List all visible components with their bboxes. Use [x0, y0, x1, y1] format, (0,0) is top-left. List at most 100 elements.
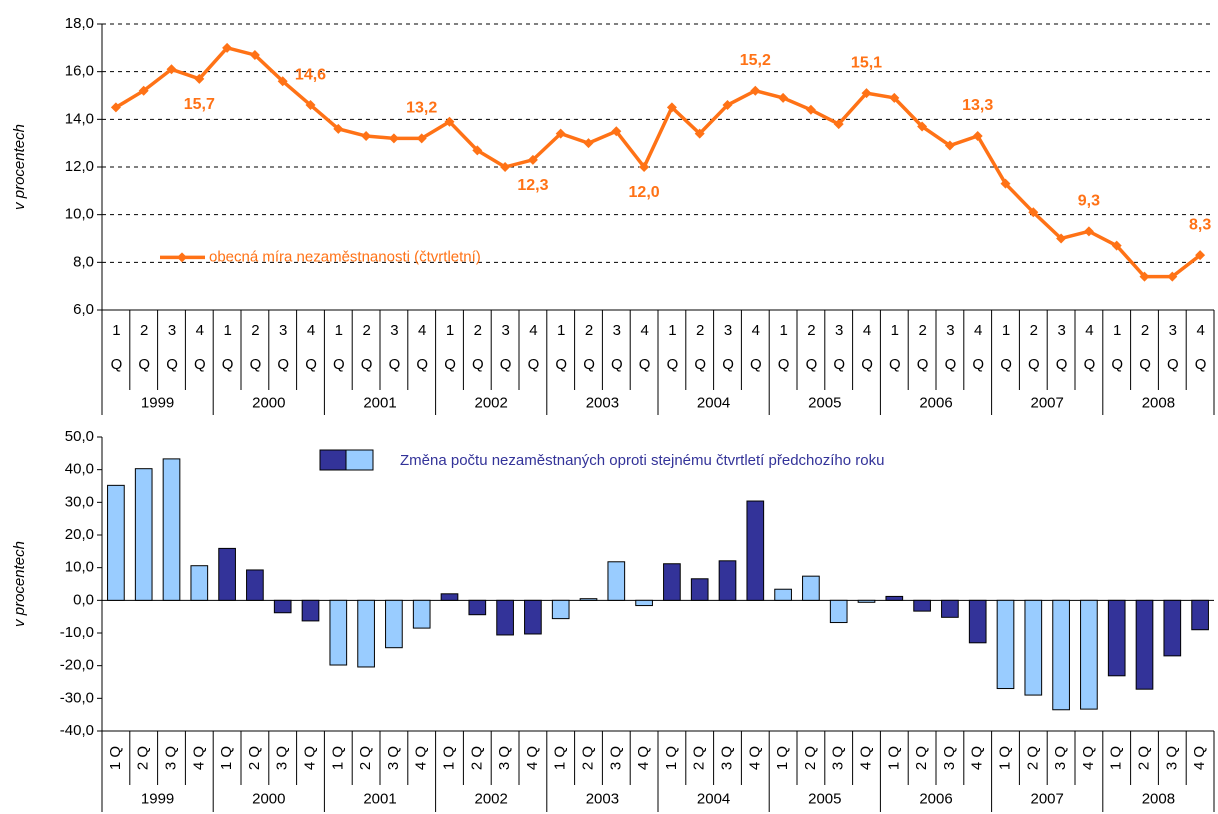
- x-tick-label: 1 Q: [996, 746, 1013, 770]
- year-label: 1999: [141, 394, 174, 411]
- x-tick-label: 4 Q: [970, 322, 987, 373]
- x-tick-label: 1 Q: [553, 322, 570, 373]
- marker: [305, 100, 316, 111]
- bar: [1191, 599, 1209, 631]
- x-tick-label: 2 Q: [579, 746, 596, 770]
- x-tick-label: 2 Q: [247, 322, 264, 373]
- x-tick-label: 3 Q: [1053, 322, 1070, 373]
- x-tick-label: 3 Q: [497, 322, 514, 373]
- x-tick-label: 3 Q: [942, 322, 959, 373]
- x-tick-label: 1 Q: [552, 746, 569, 770]
- marker: [1056, 233, 1067, 244]
- bar: [1163, 599, 1182, 657]
- data-label: 15,7: [184, 96, 215, 113]
- legend-label: obecná míra nezaměstnanosti (čtvrtletní): [209, 248, 481, 265]
- x-tick-label: 1 Q: [442, 322, 459, 373]
- x-tick-label: 1 Q: [218, 746, 235, 770]
- x-tick-label: 2 Q: [469, 322, 486, 373]
- x-tick-label: 4 Q: [1192, 322, 1209, 373]
- x-tick-label: 2 Q: [136, 322, 153, 373]
- x-tick-label: 1 Q: [219, 322, 236, 373]
- x-tick-label: 2 Q: [1024, 746, 1041, 770]
- marker: [722, 100, 733, 111]
- year-label: 2006: [919, 394, 952, 411]
- x-tick-label: 4 Q: [414, 322, 431, 373]
- bar: [829, 599, 848, 624]
- x-tick-label: 3 Q: [720, 322, 737, 373]
- marker: [472, 145, 483, 156]
- bar: [301, 599, 320, 622]
- x-tick-label: 1 Q: [108, 322, 125, 373]
- y-tick-label: -30,0: [60, 689, 94, 706]
- bar: [913, 599, 931, 612]
- year-label: 2005: [808, 790, 841, 807]
- marker: [917, 121, 928, 132]
- x-tick-label: 3 Q: [607, 746, 624, 770]
- legend-marker: [177, 252, 187, 263]
- x-tick-label: 4 Q: [301, 746, 318, 770]
- y-tick-label: 14,0: [65, 110, 94, 127]
- bar: [1107, 599, 1126, 677]
- y-axis-label: v procentech: [11, 541, 28, 627]
- x-tick-label: 4 Q: [413, 746, 430, 770]
- x-tick-label: 1 Q: [1108, 746, 1125, 770]
- legend-swatch: [319, 449, 347, 471]
- x-tick-label: 4 Q: [747, 322, 764, 373]
- bar: [690, 578, 709, 601]
- bar: [162, 458, 181, 601]
- marker: [555, 128, 566, 139]
- y-tick-label: 10,0: [65, 206, 94, 223]
- x-tick-label: 4 Q: [969, 746, 986, 770]
- marker: [1028, 207, 1039, 218]
- marker: [1167, 271, 1178, 282]
- y-tick-label: 30,0: [65, 493, 94, 510]
- bar: [1080, 599, 1098, 710]
- x-tick-label: 3 Q: [941, 746, 958, 770]
- bar: [663, 563, 681, 601]
- x-tick-label: 4 Q: [1080, 746, 1097, 770]
- year-label: 2008: [1142, 790, 1175, 807]
- marker: [1111, 240, 1122, 251]
- x-tick-label: 3 Q: [164, 322, 181, 373]
- marker: [611, 126, 622, 137]
- bar: [273, 599, 292, 614]
- bar: [385, 599, 403, 649]
- marker: [694, 128, 705, 139]
- x-tick-label: 4 Q: [635, 746, 652, 770]
- bar: [718, 560, 737, 601]
- y-tick-label: 16,0: [65, 63, 94, 80]
- x-tick-label: 1 Q: [886, 322, 903, 373]
- bar: [107, 484, 125, 601]
- x-tick-label: 3 Q: [275, 322, 292, 373]
- year-label: 2004: [697, 790, 730, 807]
- bar: [412, 599, 431, 629]
- bar: [941, 599, 959, 618]
- data-label: 13,3: [962, 97, 993, 114]
- x-tick-label: 1 Q: [885, 746, 902, 770]
- marker: [138, 85, 149, 96]
- y-tick-label: 10,0: [65, 559, 94, 576]
- year-label: 2000: [252, 790, 285, 807]
- marker: [500, 162, 511, 172]
- year-label: 2005: [808, 394, 841, 411]
- year-label: 2003: [586, 790, 619, 807]
- y-tick-label: 50,0: [65, 428, 94, 445]
- y-tick-label: 6,0: [73, 301, 94, 318]
- x-tick-label: 1 Q: [440, 746, 457, 770]
- x-tick-label: 4 Q: [1191, 746, 1208, 770]
- year-label: 2002: [475, 394, 508, 411]
- bar: [246, 569, 264, 601]
- data-label: 9,3: [1078, 193, 1100, 210]
- x-tick-label: 2 Q: [468, 746, 485, 770]
- bar: [551, 599, 570, 620]
- line: [114, 45, 1202, 279]
- marker: [166, 64, 177, 75]
- x-tick-label: 3 Q: [274, 746, 291, 770]
- bar: [496, 599, 514, 636]
- year-label: 2004: [697, 394, 730, 411]
- bar: [635, 599, 653, 607]
- marker: [1000, 178, 1011, 189]
- data-label: 15,2: [740, 52, 771, 69]
- data-label: 15,1: [851, 54, 882, 71]
